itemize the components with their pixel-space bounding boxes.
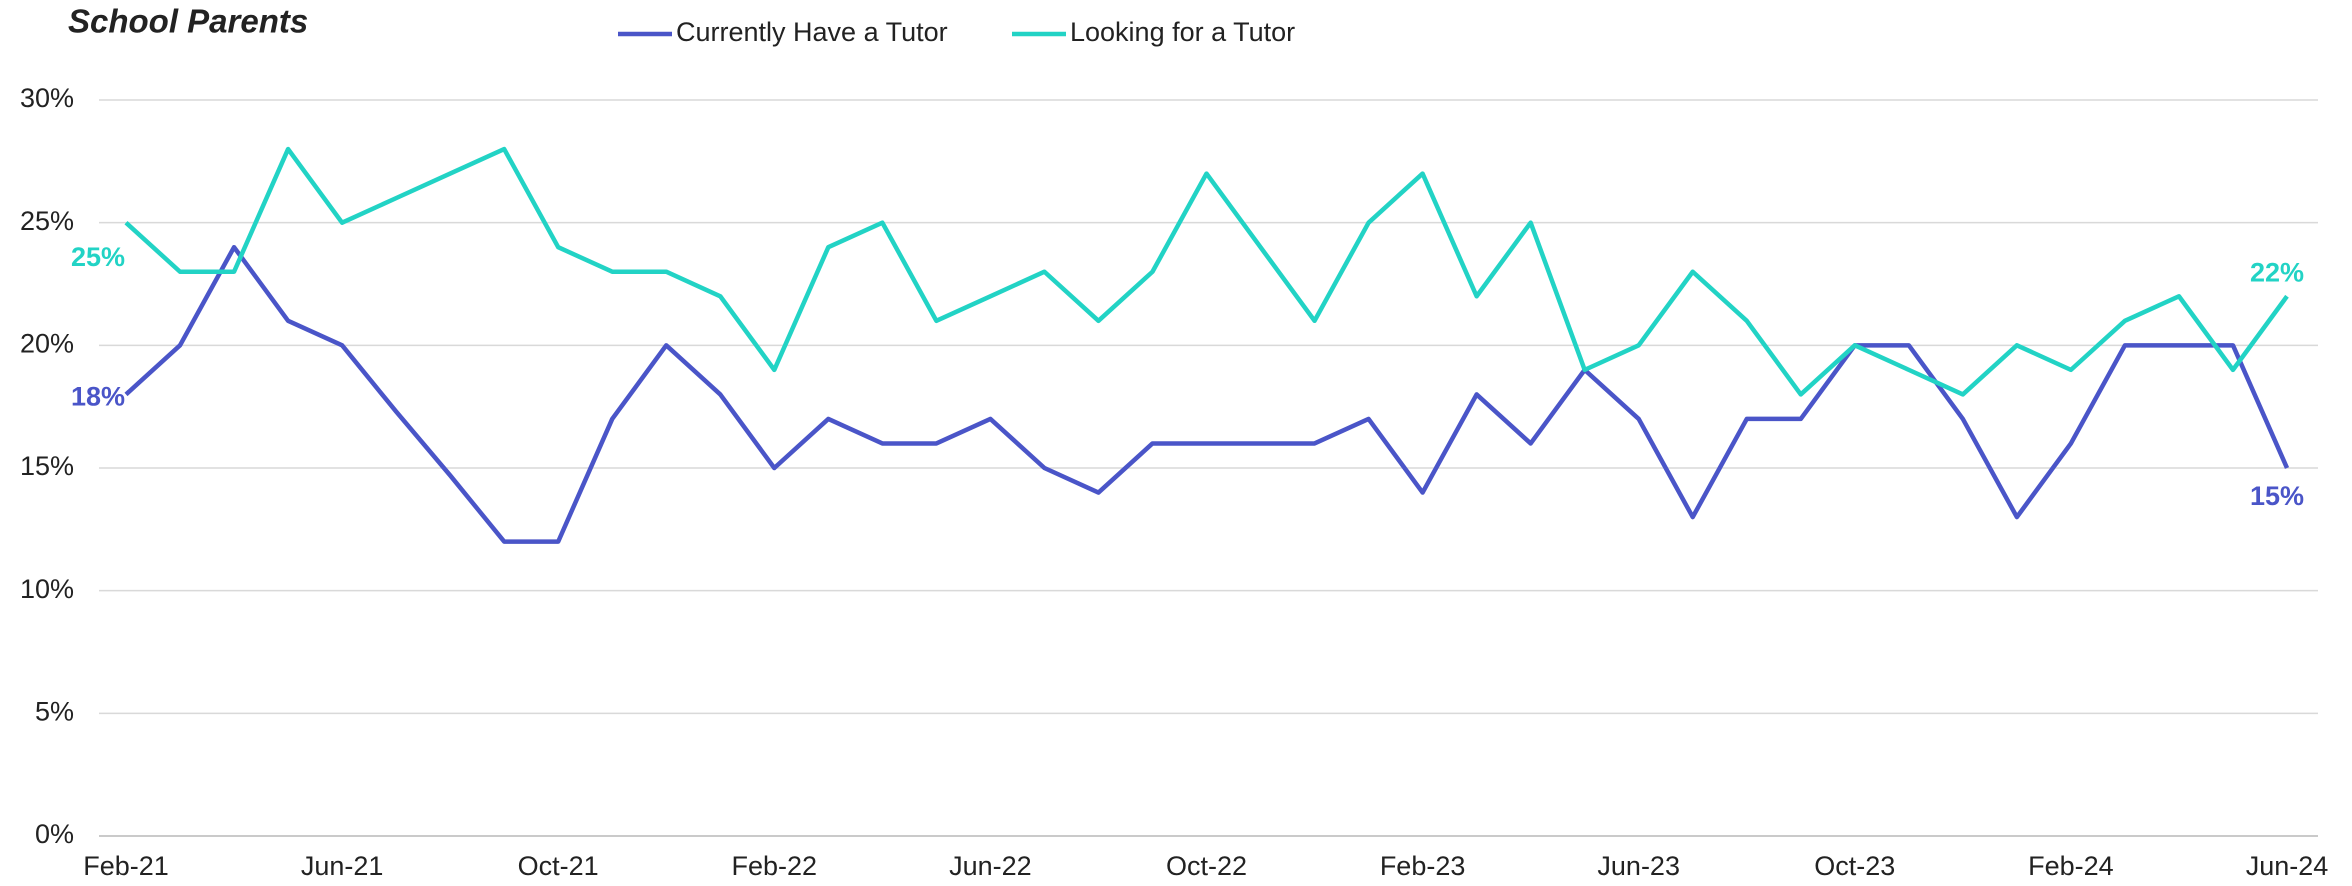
- x-tick-label: Oct-23: [1814, 851, 1895, 881]
- data-label: 18%: [71, 382, 125, 412]
- legend-label: Currently Have a Tutor: [676, 17, 948, 47]
- x-tick-label: Oct-21: [518, 851, 599, 881]
- y-tick-label: 0%: [35, 819, 74, 849]
- data-label: 22%: [2250, 257, 2304, 287]
- chart-title: School Parents: [68, 3, 308, 40]
- y-tick-label: 25%: [20, 206, 74, 236]
- y-tick-label: 30%: [20, 83, 74, 113]
- x-tick-label: Jun-24: [2246, 851, 2329, 881]
- y-tick-label: 5%: [35, 696, 74, 726]
- x-tick-label: Feb-22: [732, 851, 818, 881]
- series-line: [124, 244, 2290, 544]
- y-tick-label: 15%: [20, 451, 74, 481]
- y-tick-label: 10%: [20, 574, 74, 604]
- x-tick-label: Feb-21: [83, 851, 169, 881]
- x-tick-label: Jun-21: [301, 851, 384, 881]
- x-tick-label: Feb-23: [1380, 851, 1466, 881]
- data-label: 25%: [71, 242, 125, 272]
- x-tick-label: Oct-22: [1166, 851, 1247, 881]
- y-tick-label: 20%: [20, 328, 74, 358]
- x-tick-label: Feb-24: [2028, 851, 2114, 881]
- x-tick-label: Jun-22: [949, 851, 1032, 881]
- x-tick-label: Jun-23: [1597, 851, 1680, 881]
- series-line: [124, 146, 2289, 397]
- legend-label: Looking for a Tutor: [1070, 17, 1295, 47]
- data-label: 15%: [2250, 481, 2304, 511]
